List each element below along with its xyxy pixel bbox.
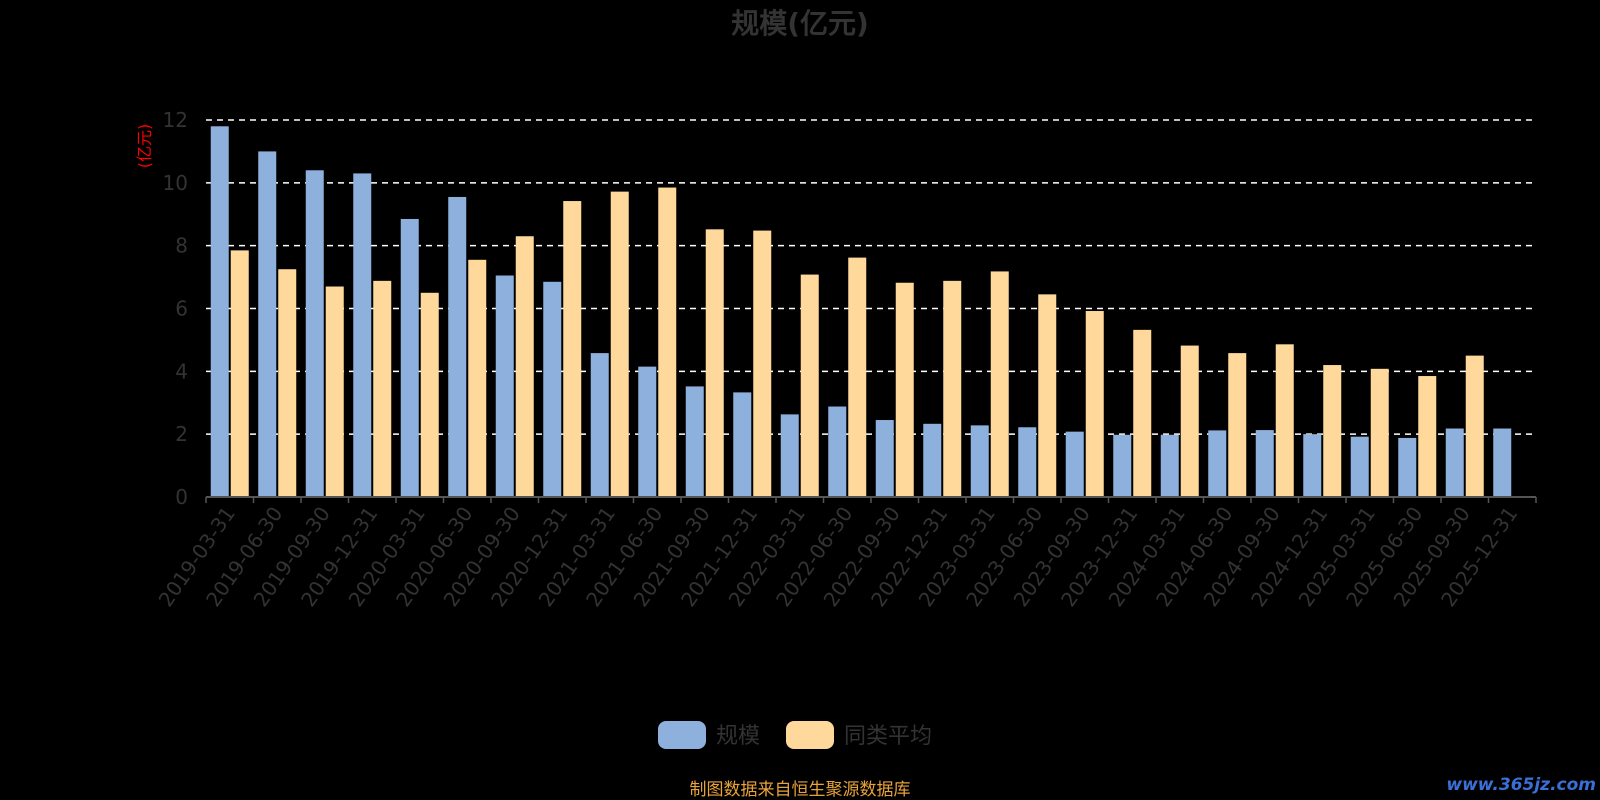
legend-swatch [786, 721, 834, 749]
bar-scale [305, 170, 324, 497]
bar-scale [780, 414, 799, 497]
bar-peer-average [658, 187, 677, 497]
bar-peer-average [468, 259, 487, 497]
bar-scale [495, 275, 514, 497]
bar-scale [1208, 430, 1227, 497]
chart-title: 规模(亿元) [731, 7, 869, 40]
bar-peer-average [420, 292, 439, 497]
bar-peer-average [563, 201, 582, 497]
bar-peer-average [325, 286, 344, 497]
bar-scale [1398, 437, 1417, 497]
legend-label: 同类平均 [844, 724, 932, 749]
bar-scale [448, 196, 467, 498]
y-tick-label: 0 [175, 485, 188, 509]
legend-swatch [658, 721, 706, 749]
bar-scale [1350, 436, 1369, 497]
bar-scale [733, 392, 752, 497]
bar-peer-average [610, 191, 629, 497]
bar-scale [210, 126, 229, 498]
source-note: 制图数据来自恒生聚源数据库 [690, 780, 911, 800]
bars [210, 126, 1512, 498]
bar-peer-average [943, 280, 962, 497]
bar-peer-average [1085, 311, 1104, 497]
bar-peer-average [848, 257, 867, 497]
bar-peer-average [278, 269, 297, 497]
bar-peer-average [1275, 344, 1294, 497]
bar-peer-average [1465, 355, 1484, 497]
bar-peer-average [705, 229, 724, 497]
bar-scale [590, 353, 609, 497]
bar-scale [685, 386, 704, 497]
bar-scale [1160, 434, 1179, 497]
bar-scale [875, 420, 894, 497]
bar-peer-average [895, 282, 914, 497]
bar-scale [1303, 434, 1322, 497]
bar-scale [258, 151, 277, 497]
bar-peer-average [1370, 368, 1389, 497]
bar-peer-average [753, 230, 772, 497]
bar-peer-average [800, 274, 819, 497]
y-tick-label: 10 [163, 171, 188, 195]
bar-scale [923, 423, 942, 497]
bar-peer-average [515, 236, 534, 497]
bar-peer-average [1418, 376, 1437, 497]
bar-peer-average [373, 280, 392, 497]
bar-scale [1255, 430, 1274, 497]
bar-scale [353, 173, 372, 498]
bar-scale [1445, 428, 1464, 497]
bar-scale [543, 281, 562, 497]
bar-peer-average [1133, 329, 1152, 497]
y-tick-label: 8 [175, 234, 188, 258]
watermark: www.365jz.com [1446, 775, 1596, 795]
bar-peer-average [990, 271, 1009, 497]
y-tick-label: 12 [163, 108, 188, 132]
legend: 规模 同类平均 [658, 721, 932, 749]
legend-label: 规模 [716, 724, 760, 749]
bar-peer-average [1180, 345, 1199, 497]
bar-peer-average [1038, 294, 1057, 497]
bar-peer-average [1228, 353, 1247, 497]
bar-scale [1018, 427, 1037, 497]
bar-scale [828, 406, 847, 497]
bar-peer-average [1323, 365, 1342, 497]
bar-scale [638, 366, 657, 497]
y-axis-unit-label: (亿元) [135, 124, 154, 169]
bar-scale [400, 218, 419, 497]
y-tick-label: 4 [175, 359, 188, 383]
bar-scale [970, 425, 989, 497]
bar-peer-average [230, 250, 249, 497]
y-tick-label: 6 [175, 297, 188, 321]
bar-scale [1493, 428, 1512, 497]
bar-scale [1065, 431, 1084, 497]
bar-scale [1113, 434, 1132, 497]
y-tick-label: 2 [175, 422, 188, 446]
